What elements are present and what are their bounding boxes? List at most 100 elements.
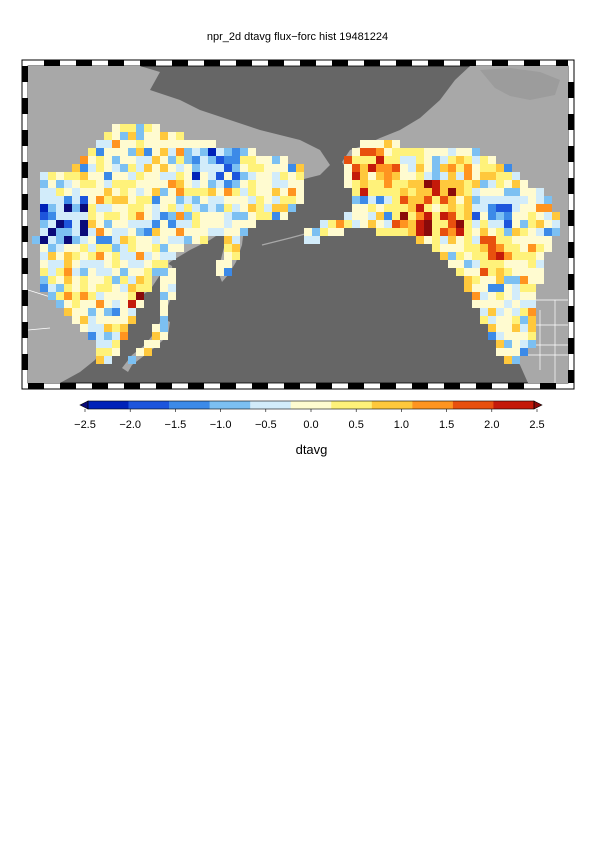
grid-cell	[120, 228, 128, 236]
grid-cell	[104, 164, 112, 172]
frame-segment	[22, 146, 28, 162]
frame-segment	[540, 383, 556, 389]
grid-cell	[232, 164, 240, 172]
grid-cell	[376, 212, 384, 220]
grid-cell	[152, 156, 160, 164]
frame-segment	[140, 60, 156, 66]
grid-cell	[504, 284, 512, 292]
grid-cell	[464, 268, 472, 276]
grid-cell	[408, 204, 416, 212]
grid-cell	[248, 172, 256, 180]
grid-cell	[152, 180, 160, 188]
grid-cell	[416, 164, 424, 172]
grid-cell	[504, 236, 512, 244]
grid-cell	[520, 252, 528, 260]
grid-cell	[392, 220, 400, 228]
grid-cell	[88, 212, 96, 220]
grid-cell	[128, 212, 136, 220]
grid-cell	[208, 140, 216, 148]
grid-cell	[136, 348, 144, 356]
grid-cell	[168, 172, 176, 180]
grid-cell	[536, 204, 544, 212]
grid-cell	[384, 164, 392, 172]
grid-cell	[488, 220, 496, 228]
grid-cell	[104, 156, 112, 164]
grid-cell	[80, 228, 88, 236]
grid-cell	[304, 228, 312, 236]
grid-cell	[64, 244, 72, 252]
grid-cell	[112, 196, 120, 204]
grid-cell	[248, 188, 256, 196]
grid-cell	[160, 308, 168, 316]
grid-cell	[528, 204, 536, 212]
frame-segment	[236, 383, 252, 389]
grid-cell	[504, 228, 512, 236]
grid-cell	[504, 220, 512, 228]
grid-cell	[168, 228, 176, 236]
grid-cell	[104, 308, 112, 316]
frame-segment	[60, 383, 76, 389]
colorbar-segment	[493, 401, 535, 409]
frame-segment	[22, 226, 28, 242]
frame-segment	[568, 130, 574, 146]
grid-cell	[72, 188, 80, 196]
grid-cell	[416, 228, 424, 236]
grid-cell	[408, 228, 416, 236]
grid-cell	[160, 180, 168, 188]
grid-cell	[80, 252, 88, 260]
grid-cell	[136, 220, 144, 228]
grid-cell	[168, 164, 176, 172]
grid-cell	[496, 236, 504, 244]
grid-cell	[544, 220, 552, 228]
grid-cell	[416, 204, 424, 212]
grid-cell	[208, 172, 216, 180]
grid-cell	[480, 300, 488, 308]
temperature-anomaly-grid	[32, 124, 560, 364]
grid-cell	[136, 196, 144, 204]
grid-cell	[112, 228, 120, 236]
grid-cell	[64, 308, 72, 316]
grid-cell	[128, 284, 136, 292]
grid-cell	[88, 300, 96, 308]
grid-cell	[232, 172, 240, 180]
grid-cell	[272, 212, 280, 220]
grid-cell	[256, 188, 264, 196]
grid-cell	[496, 332, 504, 340]
grid-cell	[208, 148, 216, 156]
grid-cell	[240, 188, 248, 196]
grid-cell	[480, 316, 488, 324]
grid-cell	[272, 164, 280, 172]
frame-segment	[556, 383, 568, 389]
grid-cell	[400, 164, 408, 172]
colorbar-tick-label: −2.5	[74, 419, 96, 431]
grid-cell	[224, 260, 232, 268]
grid-cell	[400, 156, 408, 164]
grid-cell	[360, 180, 368, 188]
grid-cell	[464, 276, 472, 284]
grid-cell	[352, 196, 360, 204]
grid-cell	[80, 220, 88, 228]
grid-cell	[520, 276, 528, 284]
grid-cell	[136, 300, 144, 308]
grid-cell	[224, 220, 232, 228]
grid-cell	[104, 220, 112, 228]
grid-cell	[88, 316, 96, 324]
grid-cell	[216, 196, 224, 204]
frame-segment	[220, 60, 236, 66]
grid-cell	[216, 268, 224, 276]
grid-cell	[472, 252, 480, 260]
grid-cell	[424, 220, 432, 228]
grid-cell	[448, 220, 456, 228]
grid-cell	[168, 156, 176, 164]
grid-cell	[360, 164, 368, 172]
grid-cell	[232, 244, 240, 252]
grid-cell	[520, 236, 528, 244]
grid-cell	[440, 180, 448, 188]
grid-cell	[376, 148, 384, 156]
grid-cell	[440, 172, 448, 180]
grid-cell	[216, 148, 224, 156]
grid-cell	[424, 196, 432, 204]
grid-cell	[104, 356, 112, 364]
grid-cell	[496, 244, 504, 252]
grid-cell	[152, 268, 160, 276]
